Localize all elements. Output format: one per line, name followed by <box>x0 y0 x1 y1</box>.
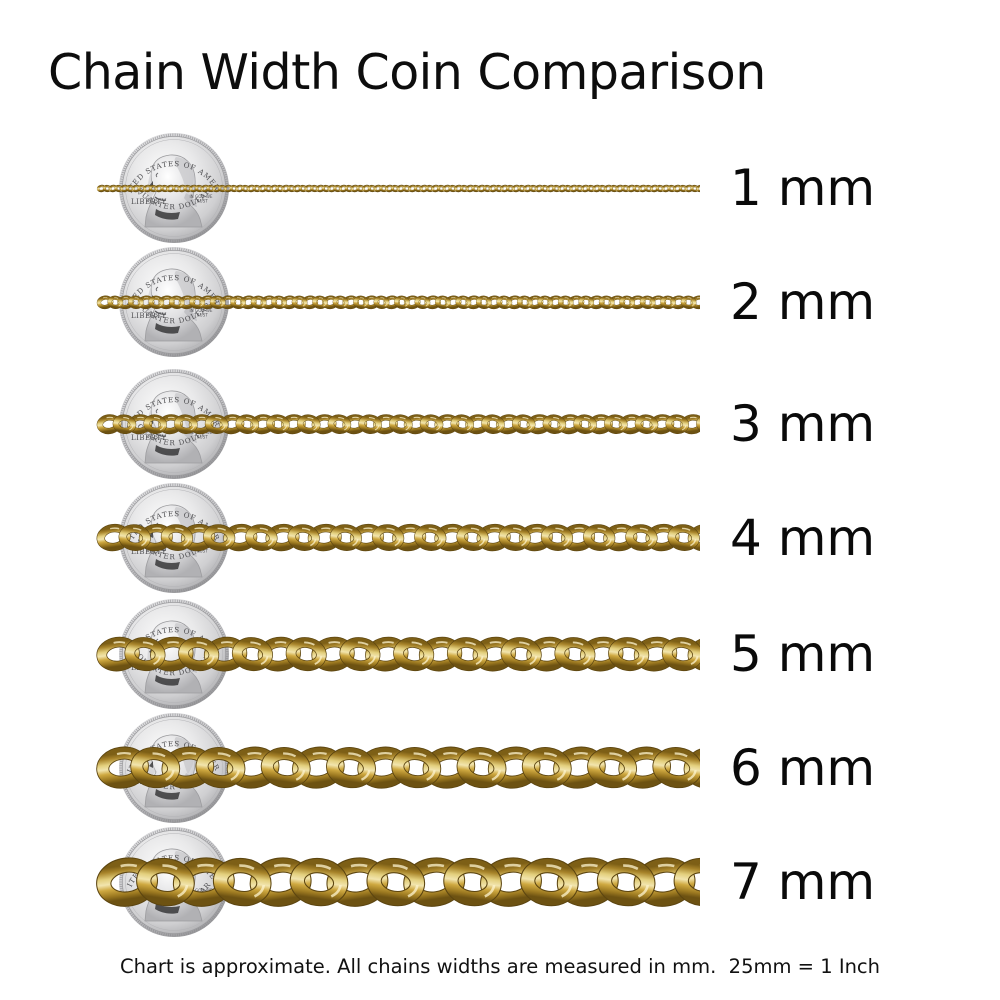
chain-row: UNITED STATES OF AMERICA QUARTER DOLLAR … <box>0 246 1000 366</box>
chain-strip <box>95 631 700 677</box>
chain-row: UNITED STATES OF AMERICA QUARTER DOLLAR … <box>0 826 1000 946</box>
svg-text:LIBERTY: LIBERTY <box>131 434 167 442</box>
chain-row: UNITED STATES OF AMERICA QUARTER DOLLAR … <box>0 482 1000 602</box>
chain-width-label-3mm: 3 mm <box>730 395 876 453</box>
chain-strip <box>95 410 700 438</box>
chain-width-label-1mm: 1 mm <box>730 159 876 217</box>
chain-strip <box>95 850 700 914</box>
quarter-coin-icon: UNITED STATES OF AMERICA QUARTER DOLLAR … <box>118 368 230 480</box>
chain-row: UNITED STATES OF AMERICA QUARTER DOLLAR … <box>0 712 1000 832</box>
svg-text:IN GOD WE: IN GOD WE <box>189 888 212 893</box>
chain-strip <box>95 182 700 195</box>
svg-text:LIBERTY: LIBERTY <box>131 312 167 320</box>
chain-width-label-7mm: 7 mm <box>730 853 876 911</box>
chain-row: UNITED STATES OF AMERICA QUARTER DOLLAR … <box>0 132 1000 252</box>
chain-strip <box>95 740 700 795</box>
chain-width-label-6mm: 6 mm <box>730 739 876 797</box>
chain-row: UNITED STATES OF AMERICA QUARTER DOLLAR … <box>0 368 1000 488</box>
chain-width-label-2mm: 2 mm <box>730 273 876 331</box>
footer-note: Chart is approximate. All chains widths … <box>119 955 881 978</box>
svg-text:LIBERTY: LIBERTY <box>131 198 167 206</box>
quarter-coin-icon: UNITED STATES OF AMERICA QUARTER DOLLAR … <box>118 598 230 710</box>
page-title: Chain Width Coin Comparison <box>48 44 766 101</box>
chain-row: UNITED STATES OF AMERICA QUARTER DOLLAR … <box>0 598 1000 718</box>
svg-text:TRUST: TRUST <box>193 313 208 318</box>
svg-text:LIBERTY: LIBERTY <box>131 548 167 556</box>
svg-text:TRUST: TRUST <box>193 435 208 440</box>
chain-strip <box>95 519 700 556</box>
svg-text:IN GOD WE: IN GOD WE <box>189 194 212 199</box>
svg-text:IN GOD WE: IN GOD WE <box>189 308 212 313</box>
svg-text:TRUST: TRUST <box>193 199 208 204</box>
chain-width-label-4mm: 4 mm <box>730 509 876 567</box>
chain-strip <box>95 292 700 313</box>
chain-width-label-5mm: 5 mm <box>730 625 876 683</box>
